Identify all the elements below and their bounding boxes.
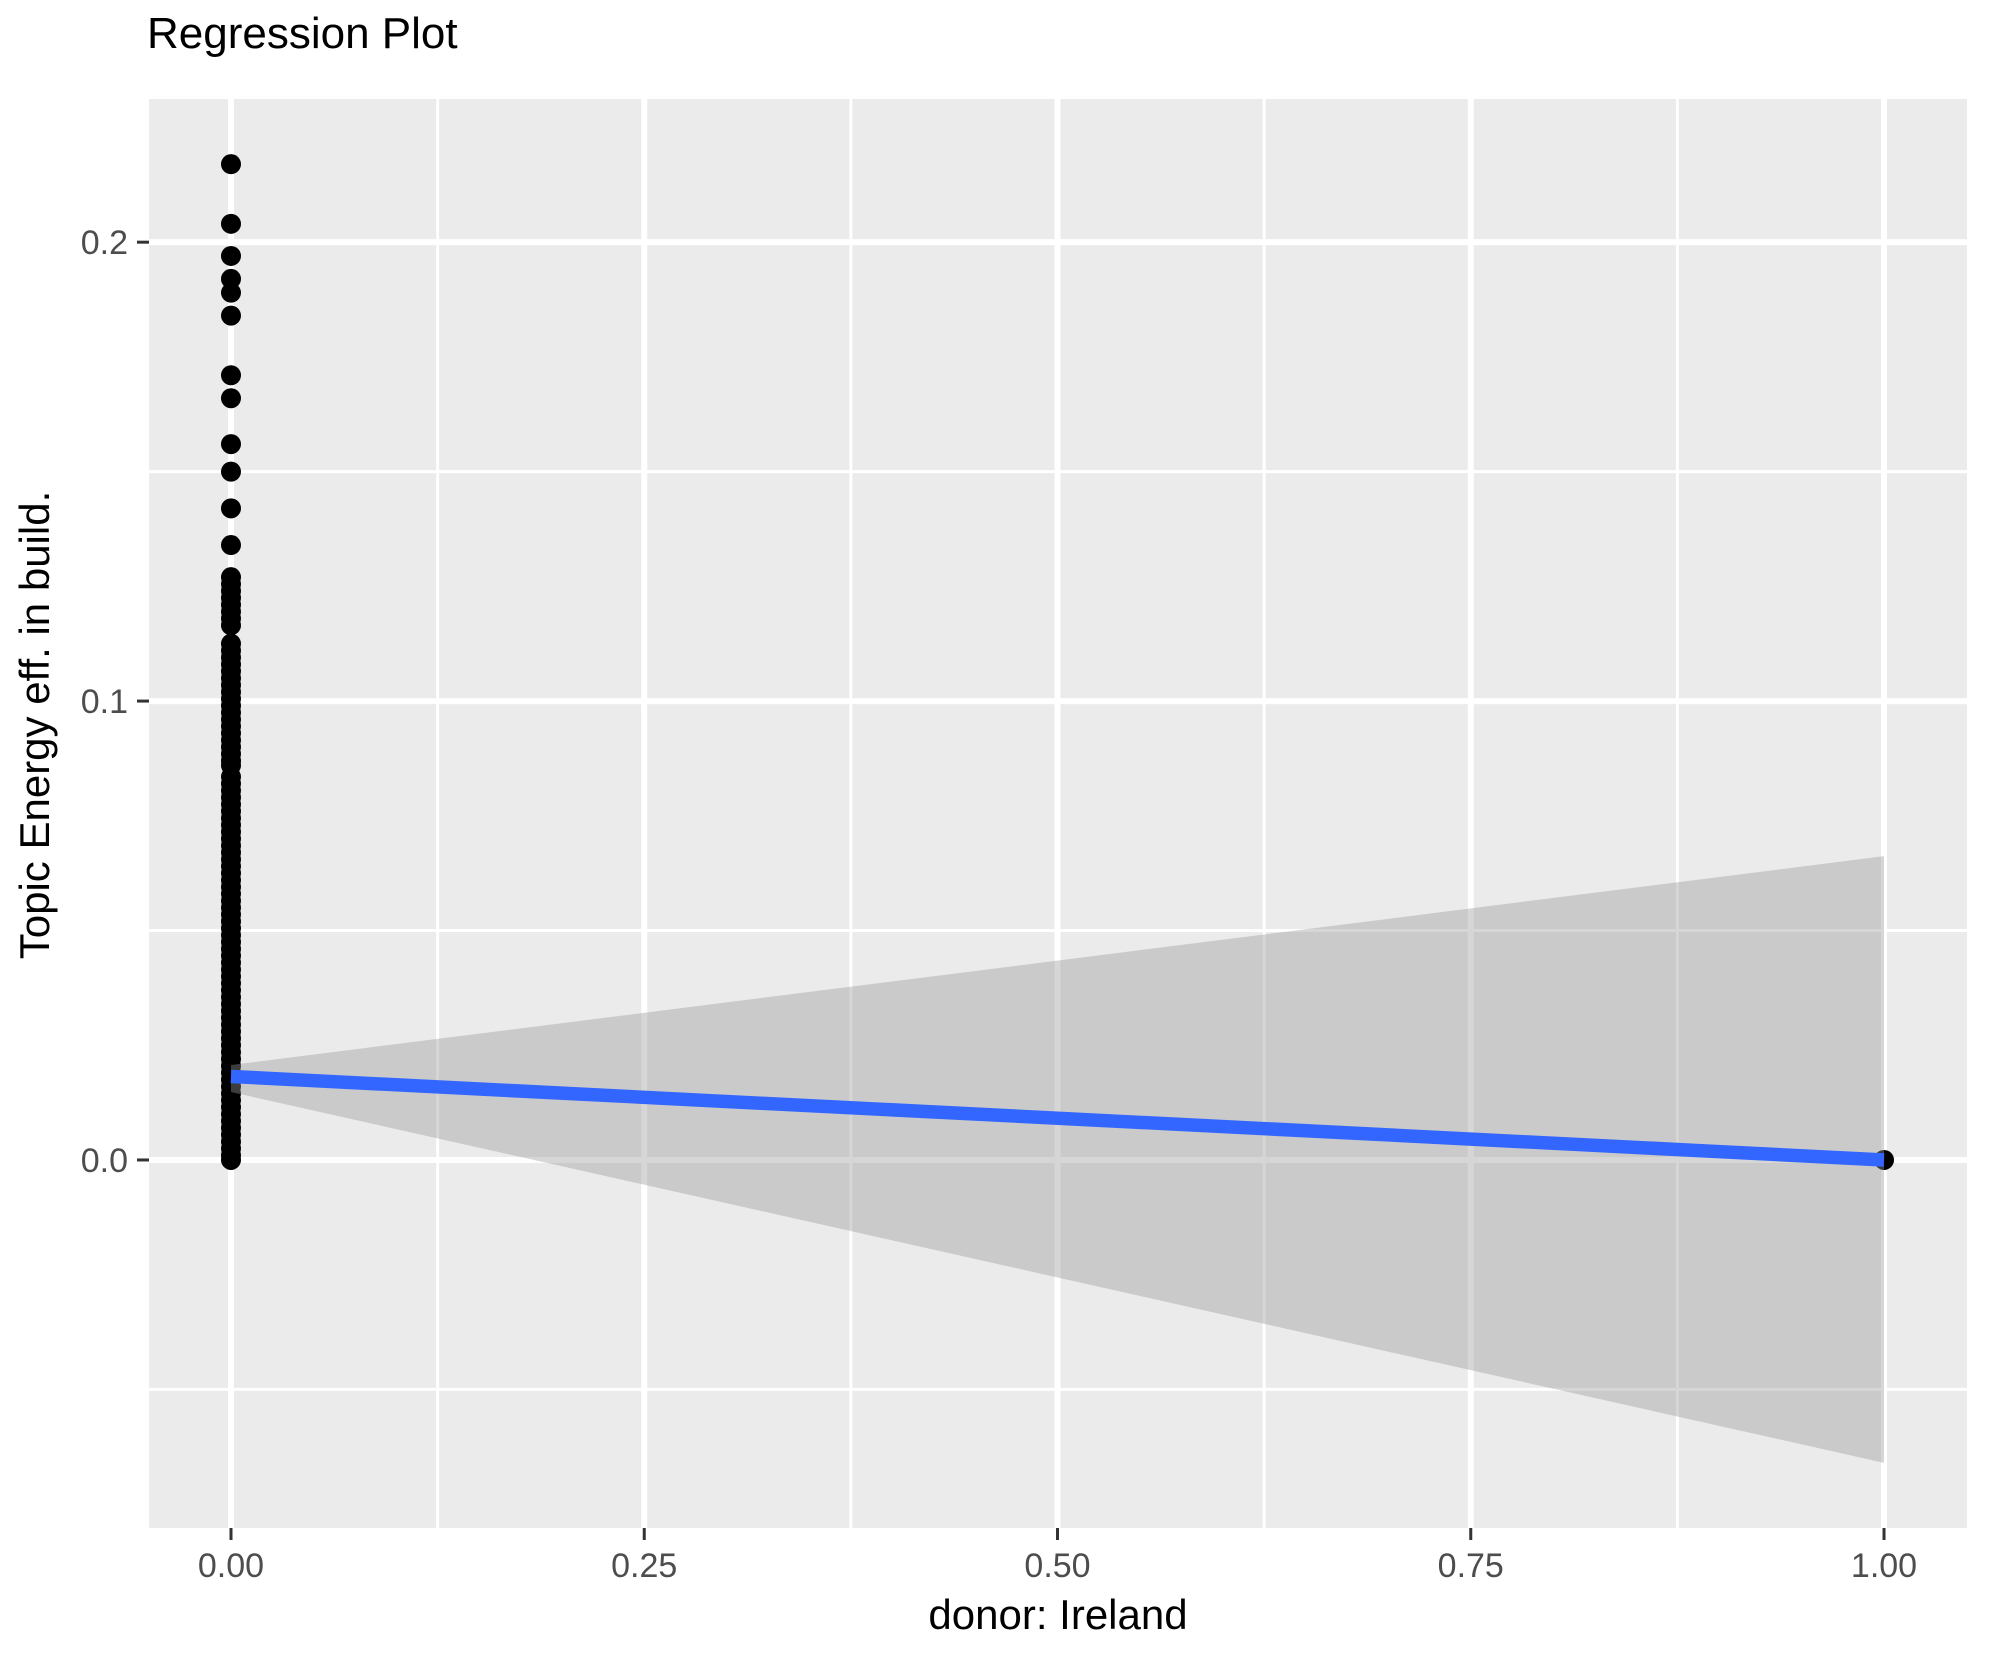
data-point — [220, 498, 241, 519]
data-point — [220, 365, 241, 386]
x-tick-label: 0.25 — [611, 1547, 677, 1585]
x-axis-title: donor: Ireland — [928, 1591, 1188, 1638]
x-tick-label: 0.00 — [198, 1547, 264, 1585]
data-point — [220, 154, 241, 175]
x-tick-label: 0.75 — [1438, 1547, 1504, 1585]
data-point — [220, 434, 241, 455]
data-point — [220, 615, 241, 636]
data-point — [220, 268, 241, 289]
x-tick-label: 1.00 — [1851, 1547, 1917, 1585]
data-point — [220, 1149, 241, 1170]
data-point — [220, 282, 241, 303]
data-point — [220, 535, 241, 556]
confidence-band — [230, 856, 1885, 1463]
data-point — [220, 213, 241, 234]
x-tick-label: 0.50 — [1024, 1547, 1090, 1585]
regression-line — [230, 1069, 1885, 1167]
data-point — [220, 388, 241, 409]
data-point — [220, 461, 241, 482]
plot-title: Regression Plot — [147, 9, 458, 58]
y-tick-label: 0.1 — [81, 683, 128, 721]
y-tick-label: 0.2 — [81, 224, 128, 262]
y-tick-label: 0.0 — [81, 1142, 128, 1180]
data-point — [220, 245, 241, 266]
data-point — [220, 305, 241, 326]
